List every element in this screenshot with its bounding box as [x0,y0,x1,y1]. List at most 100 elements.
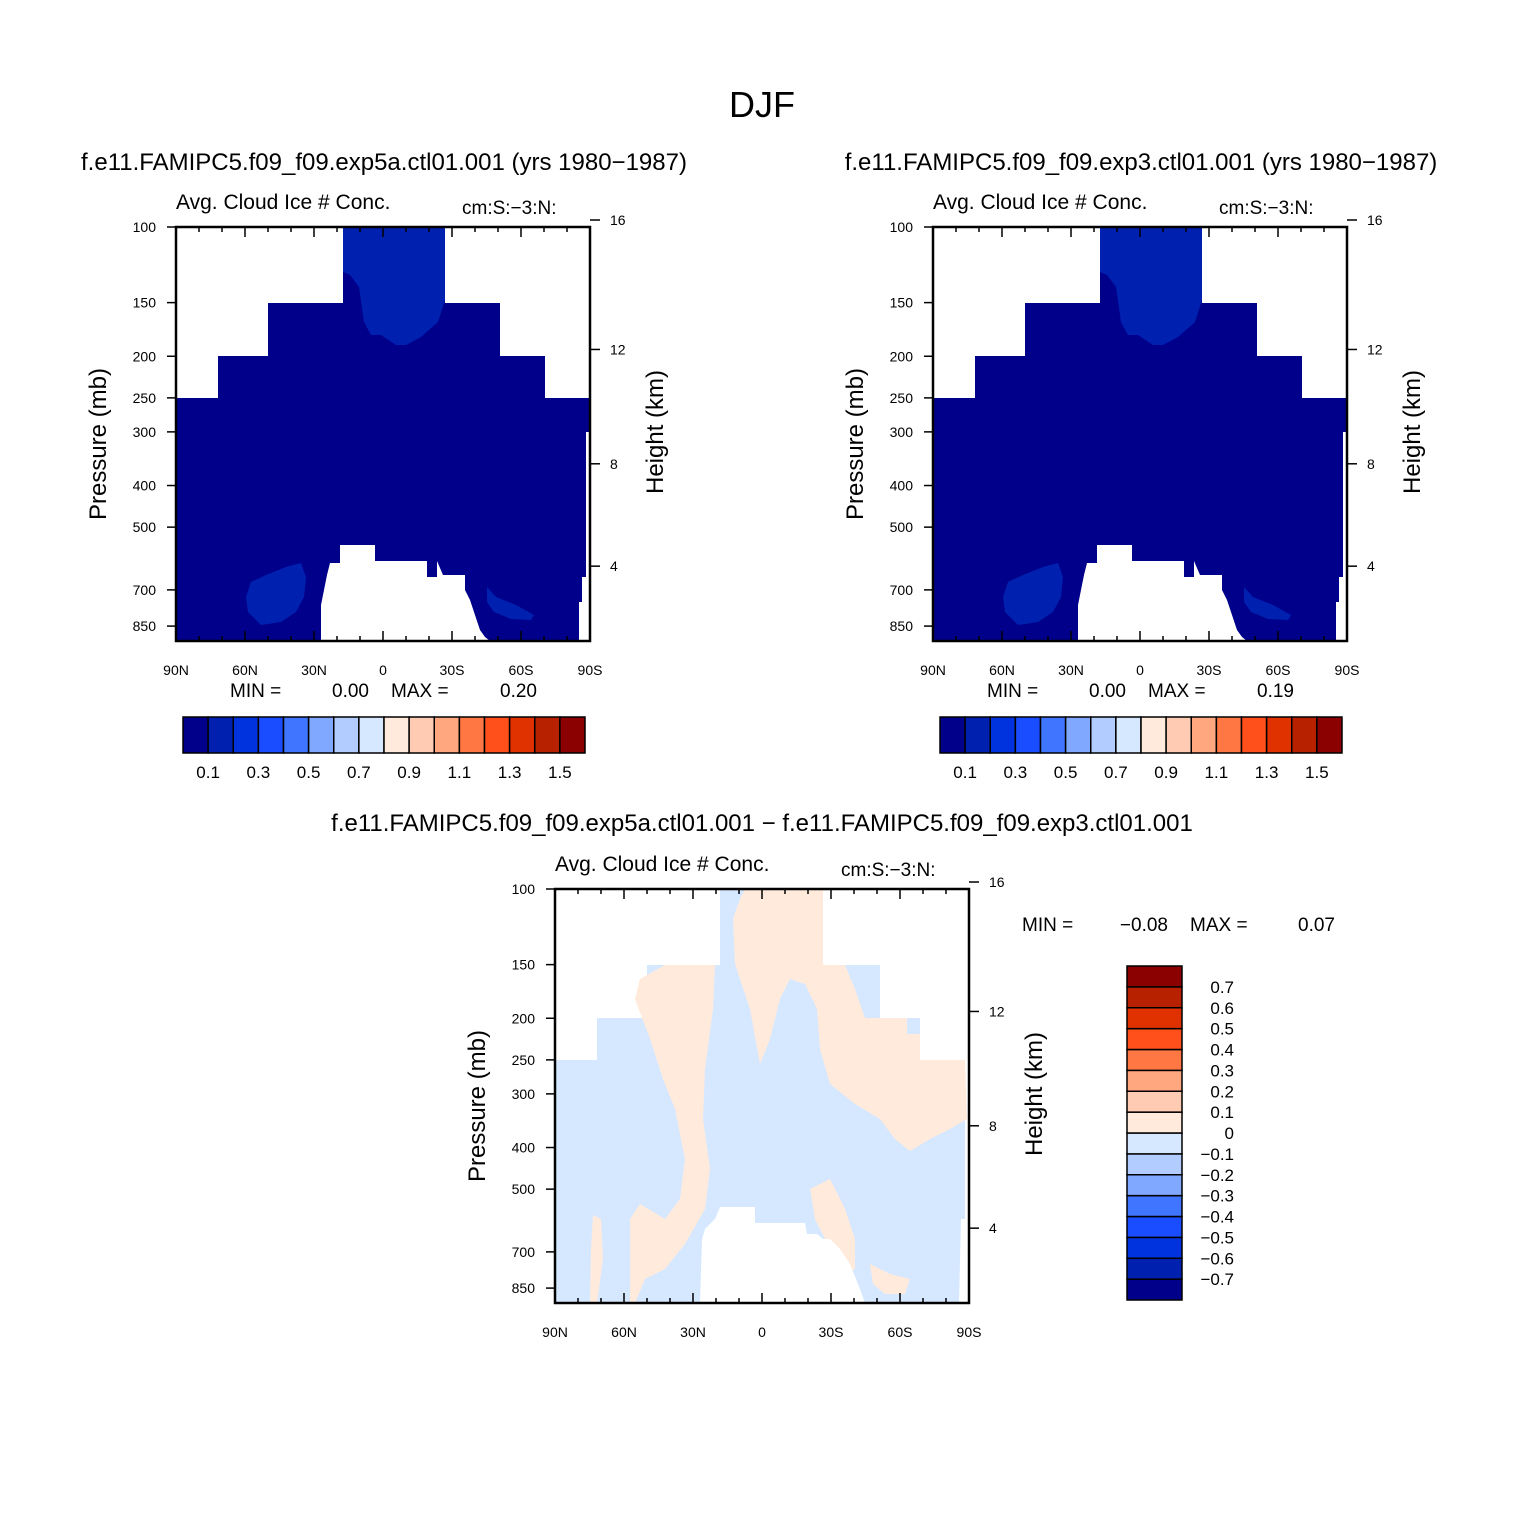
colorbar-box [1126,965,1183,988]
colorbar-box [1126,1111,1183,1134]
y-axis-label: Pressure (mb) [85,368,112,520]
colorbar-label: 0.7 [1210,978,1234,997]
colorbar-label: 0.6 [1210,999,1234,1018]
y2-tick-label: 4 [1367,558,1375,574]
max-value: 0.20 [500,681,537,702]
panel-title: f.e11.FAMIPC5.f09_f09.exp3.ctl01.001 (yr… [845,149,1438,176]
y-tick-label: 700 [890,582,914,598]
colorbar-box [182,716,209,754]
x-tick-label: 60S [1266,662,1291,678]
y-tick-label: 100 [133,219,157,235]
colorbar-box [1090,716,1117,754]
y-tick-label: 100 [890,219,914,235]
x-tick-label: 30N [301,662,327,678]
colorbar-box [1126,1090,1183,1113]
colorbar-box [1215,716,1243,754]
colorbar-box [1115,716,1142,754]
min-label: MIN = [987,681,1038,702]
colorbar-box [383,716,410,754]
colorbar-box [1039,716,1067,754]
y-tick-label: 500 [890,519,914,535]
y-tick-label: 100 [512,881,536,897]
max-value: 0.07 [1298,915,1335,936]
colorbar-box [1064,716,1092,754]
contour-fill-0.1-0.2 [1244,587,1291,620]
y-tick-label: 700 [512,1244,536,1260]
colorbar-box [1126,1174,1183,1197]
contour-fill-0.1-0.2 [1100,227,1202,345]
y-tick-label: 300 [133,424,157,440]
colorbar-box [1291,716,1318,754]
y-tick-label: 850 [512,1280,536,1296]
y-tick-label: 850 [890,618,914,634]
max-label: MAX = [1148,681,1206,702]
colorbar-box [1165,716,1192,754]
colorbar-box [1140,716,1167,754]
colorbar-box [257,716,285,754]
contour-fill-positive [630,965,715,1303]
x-tick-label: 30S [819,1324,844,1340]
x-tick-label: 60N [989,662,1015,678]
y-tick-label: 400 [890,478,914,494]
y2-tick-label: 8 [989,1118,997,1134]
y2-axis-label: Height (km) [1021,1032,1048,1156]
x-tick-label: 30N [1058,662,1084,678]
y-tick-label: 200 [133,348,157,364]
colorbar-box [989,716,1017,754]
y-axis-label: Pressure (mb) [464,1030,491,1182]
y-tick-label: 200 [890,348,914,364]
y-tick-label: 700 [133,582,157,598]
colorbar-box [1126,1257,1183,1280]
colorbar-label: 0.3 [1210,1061,1234,1080]
colorbar-label: 0.5 [1054,763,1078,782]
y2-tick-label: 4 [989,1220,997,1236]
colorbar-label: 0.7 [1104,763,1128,782]
colorbar-label: −0.2 [1200,1166,1234,1185]
missing-data-region [700,1207,865,1303]
colorbar-label: 0.2 [1210,1082,1234,1101]
colorbar-box [1316,716,1343,754]
missing-data-region [321,545,490,641]
colorbar-box [1190,716,1218,754]
x-tick-label: 90S [1335,662,1360,678]
colorbar-label: −0.7 [1200,1270,1234,1289]
y-tick-label: 500 [133,519,157,535]
colorbar-label: 0.3 [247,763,271,782]
y2-tick-label: 12 [610,341,626,357]
y-tick-label: 850 [133,618,157,634]
y2-tick-label: 8 [610,456,618,472]
colorbar-box [964,716,991,754]
contour-fill-positive [733,889,967,1151]
left-string: Avg. Cloud Ice # Conc. [176,191,390,214]
colorbar-box [534,716,561,754]
colorbar-box [1126,1278,1183,1301]
right-string: cm:S:−3:N: [841,860,936,881]
x-tick-label: 0 [758,1324,766,1340]
colorbar-box [433,716,461,754]
colorbar-box [1014,716,1042,754]
right-string: cm:S:−3:N: [462,198,557,219]
colorbar-label: 0.9 [1154,763,1178,782]
panel-2 [924,219,1357,754]
colorbar-box [458,716,486,754]
colorbar-label: −0.3 [1200,1187,1234,1206]
colorbar-label: −0.4 [1200,1208,1234,1227]
contour-fill-0.1-0.2 [343,227,445,345]
x-tick-label: 30S [1197,662,1222,678]
colorbar-label: 1.3 [498,763,522,782]
contour-fill-positive [590,1215,603,1303]
colorbar-label: 1.3 [1255,763,1279,782]
y2-tick-label: 8 [1367,456,1375,472]
x-tick-label: 90N [920,662,946,678]
x-tick-label: 0 [1136,662,1144,678]
min-value: 0.00 [332,681,369,702]
colorbar-box [1126,1069,1183,1092]
x-tick-label: 60S [888,1324,913,1340]
min-label: MIN = [1022,915,1073,936]
colorbar-label: 0.1 [196,763,220,782]
y2-tick-label: 16 [989,874,1005,890]
min-label: MIN = [230,681,281,702]
y-tick-label: 300 [890,424,914,440]
x-tick-label: 90S [578,662,603,678]
y-tick-label: 400 [512,1140,536,1156]
